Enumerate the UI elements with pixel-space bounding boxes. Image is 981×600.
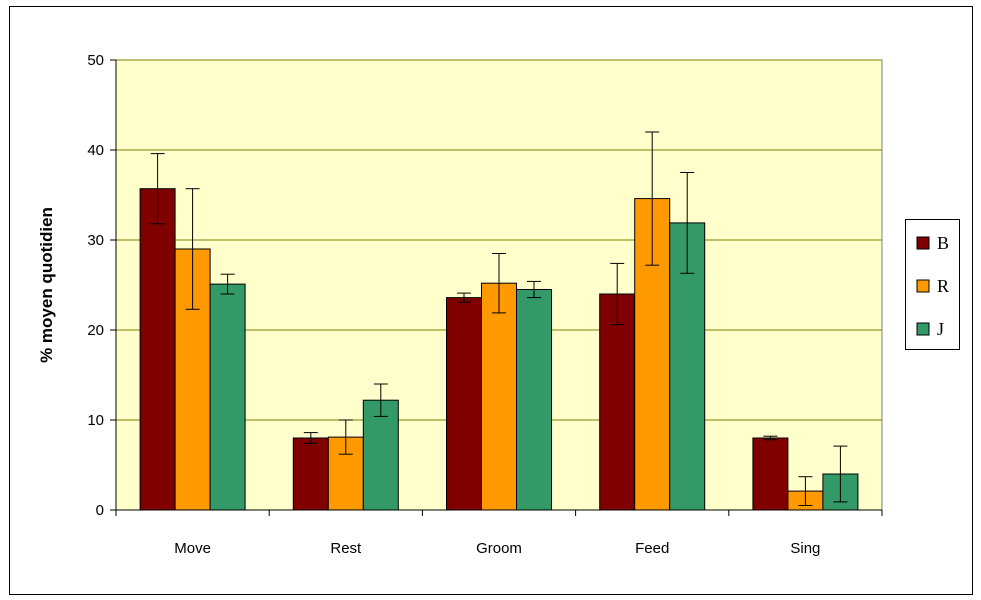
x-tick-label: Groom [476, 540, 522, 557]
y-tick-label: 40 [87, 142, 104, 159]
legend-box [905, 219, 960, 350]
x-tick-label: Feed [635, 540, 669, 557]
bar-B [599, 293, 636, 511]
y-tick-label: 30 [87, 232, 104, 249]
error-bar [220, 273, 235, 295]
bar-B [139, 188, 176, 511]
legend-label: J [937, 319, 944, 339]
error-bar [457, 292, 471, 303]
error-bar [527, 280, 541, 299]
x-tick-label: Move [174, 540, 211, 557]
axes: 0 10 20 30 40 50 Move Rest Groom Feed Sing [87, 52, 883, 557]
y-tick-label: 20 [87, 322, 104, 339]
error-bar [373, 383, 388, 417]
error-bar [303, 432, 318, 444]
error-bar [798, 476, 813, 506]
legend-label: R [937, 276, 949, 296]
bar-B [292, 437, 329, 511]
legend-swatch [916, 236, 930, 250]
x-tick-label: Sing [790, 540, 820, 557]
legend-label: B [937, 233, 949, 253]
bar-B [446, 297, 482, 511]
error-bar [680, 172, 695, 274]
error-bar [492, 253, 506, 314]
x-tick-label: Rest [330, 540, 362, 557]
error-bar [150, 153, 165, 225]
bars [139, 131, 859, 511]
y-tick-label: 50 [87, 52, 104, 69]
error-bar [610, 262, 625, 326]
legend-swatch [916, 322, 930, 336]
y-tick-label: 10 [87, 412, 104, 429]
error-bar [338, 419, 353, 455]
bar-R [481, 282, 517, 511]
legend: B R J [905, 219, 960, 350]
y-axis-title: % moyen quotidien [37, 207, 56, 363]
error-bar [185, 188, 200, 310]
bar-J [362, 399, 399, 511]
y-tick-label: 0 [96, 502, 104, 519]
error-bar [763, 435, 778, 441]
bar-J [516, 289, 552, 511]
error-bar [645, 131, 660, 266]
bar-B [752, 437, 789, 511]
error-bar [833, 445, 848, 503]
legend-swatch [916, 279, 930, 293]
bar-J [209, 283, 246, 511]
